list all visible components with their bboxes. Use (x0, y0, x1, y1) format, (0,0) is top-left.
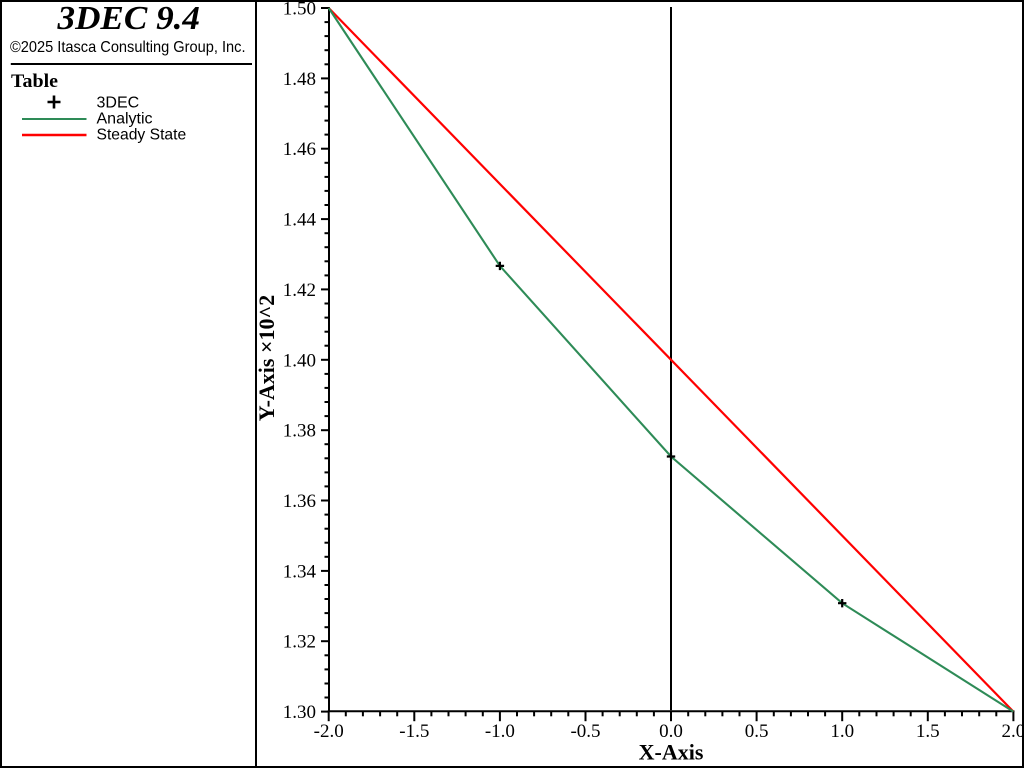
svg-text:1.40: 1.40 (283, 350, 316, 371)
svg-text:3DEC 9.4: 3DEC 9.4 (56, 0, 200, 37)
svg-text:Y-Axis ×10^2: Y-Axis ×10^2 (254, 295, 279, 422)
svg-text:1.30: 1.30 (283, 702, 316, 723)
svg-text:1.48: 1.48 (283, 69, 316, 90)
svg-text:©2025 Itasca Consulting Group,: ©2025 Itasca Consulting Group, Inc. (10, 39, 246, 56)
svg-text:Analytic: Analytic (97, 111, 153, 128)
svg-text:0.0: 0.0 (659, 721, 683, 742)
svg-text:Steady State: Steady State (97, 127, 187, 144)
svg-text:X-Axis: X-Axis (639, 740, 704, 765)
svg-text:1.46: 1.46 (283, 139, 316, 160)
svg-text:3DEC: 3DEC (97, 95, 140, 112)
svg-text:0.5: 0.5 (745, 721, 769, 742)
svg-text:-2.0: -2.0 (314, 721, 344, 742)
svg-text:1.44: 1.44 (283, 210, 317, 231)
svg-text:1.42: 1.42 (283, 280, 316, 301)
svg-text:1.34: 1.34 (283, 561, 317, 582)
svg-text:-1.5: -1.5 (399, 721, 429, 742)
svg-text:Table: Table (11, 71, 58, 92)
svg-text:1.5: 1.5 (916, 721, 940, 742)
svg-text:1.0: 1.0 (830, 721, 854, 742)
svg-text:1.36: 1.36 (283, 491, 316, 512)
svg-text:1.38: 1.38 (283, 421, 316, 442)
svg-text:-0.5: -0.5 (570, 721, 600, 742)
svg-text:1.50: 1.50 (283, 0, 316, 20)
svg-text:1.32: 1.32 (283, 632, 316, 653)
svg-text:-1.0: -1.0 (485, 721, 515, 742)
svg-text:2.0: 2.0 (1002, 721, 1024, 742)
